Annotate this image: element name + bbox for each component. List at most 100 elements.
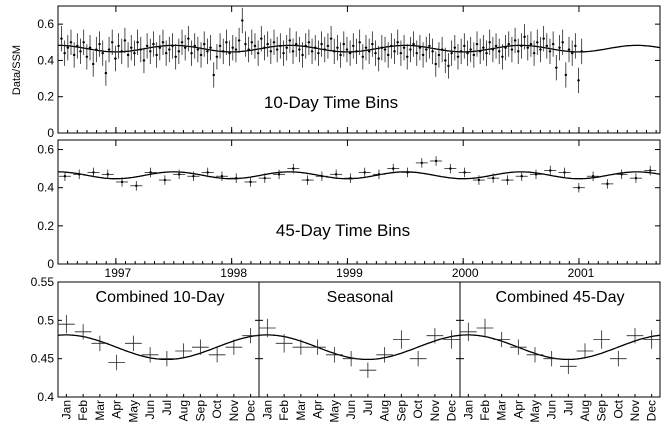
data-point [428,33,431,59]
data-marker [266,42,269,46]
data-marker [269,50,273,53]
data-marker [192,175,195,178]
data-point [237,27,241,54]
data-point [120,38,123,65]
data-marker [149,50,152,53]
data-point [345,36,349,63]
data-marker [339,53,342,57]
panel-10day-x-ticks [57,6,657,133]
monthly-data-point [643,330,660,397]
data-point [498,38,501,65]
data-point [60,25,63,52]
month-tick-label: Oct [611,399,625,418]
data-point [72,42,76,68]
data-marker [409,48,412,51]
data-point [310,38,314,65]
data-marker [482,46,485,49]
data-marker [295,42,298,46]
data-marker [298,48,301,51]
data-point [180,29,184,55]
data-marker [263,176,266,180]
data-point [215,44,219,70]
data-point [323,36,326,63]
data-point [555,54,558,81]
data-marker [529,42,533,46]
data-point [136,29,139,55]
month-tick-label: Sep [193,400,207,422]
data-point [314,35,317,61]
data-point [244,31,247,57]
data-point [304,33,307,59]
data-marker [171,44,174,48]
data-marker [491,48,495,51]
y-tick-label: 0.55 [31,275,55,289]
data-marker [79,50,82,53]
data-point [444,163,457,174]
panel-combined-45day: Combined 45-Day Jan Feb Mar Apr May Jun Jul Aug… [459,281,661,423]
data-marker [648,169,652,172]
data-marker [393,50,396,53]
y-tick-label: 0.2 [37,219,54,233]
monthly-data-point [593,330,610,397]
data-point [466,40,469,66]
data-marker [285,46,288,49]
data-point [501,44,504,70]
monthly-data-point [342,351,360,397]
panel-combined-10day-title: Combined 10-Day [96,289,225,306]
data-marker [498,50,501,53]
data-marker [317,51,320,55]
data-point [364,35,368,61]
monthly-data-point [141,347,159,397]
panel-10day-y-ticks: 0 0.2 0.4 0.6 [37,17,660,140]
month-tick-label: May [126,400,140,423]
data-marker [91,62,95,66]
monthly-model-curve [258,334,461,361]
data-marker [434,159,438,163]
data-marker [244,42,247,46]
data-marker [510,48,514,51]
data-marker [425,48,428,51]
data-point [142,47,146,74]
data-point [145,33,149,59]
data-point [532,40,536,66]
monthly-data-point [108,354,125,397]
monthly-data-point [208,347,226,397]
data-point [348,40,352,66]
data-marker [158,46,162,49]
data-point [253,33,257,59]
data-point [551,31,555,57]
data-marker [320,175,324,178]
data-point [234,36,238,63]
data-point [291,38,295,65]
data-marker [555,66,558,69]
data-marker [98,42,101,46]
data-point [76,33,79,59]
data-marker [542,37,545,40]
y-tick-label: 0.4 [37,390,54,404]
data-marker [334,173,338,176]
data-marker [85,55,89,58]
month-tick-label: Nov [428,400,442,421]
panel-45day-model-curve [58,171,661,180]
data-point [130,35,133,61]
monthly-data-point [326,347,343,397]
data-point [558,167,571,178]
data-marker [469,48,472,51]
monthly-data-point [74,324,92,397]
data-point [260,25,263,52]
data-point [444,47,447,74]
data-marker [304,44,307,48]
data-marker [120,50,123,53]
data-marker [548,50,552,53]
data-marker [364,46,368,49]
data-marker [69,41,73,44]
data-point [266,31,269,57]
data-point [144,167,157,178]
data-point [401,167,414,178]
data-marker [390,44,393,48]
monthly-data-point [426,328,444,397]
data-marker [177,173,181,176]
monthly-data-point [543,351,560,397]
month-tick-label: Jan [260,400,274,419]
data-marker [149,171,152,174]
